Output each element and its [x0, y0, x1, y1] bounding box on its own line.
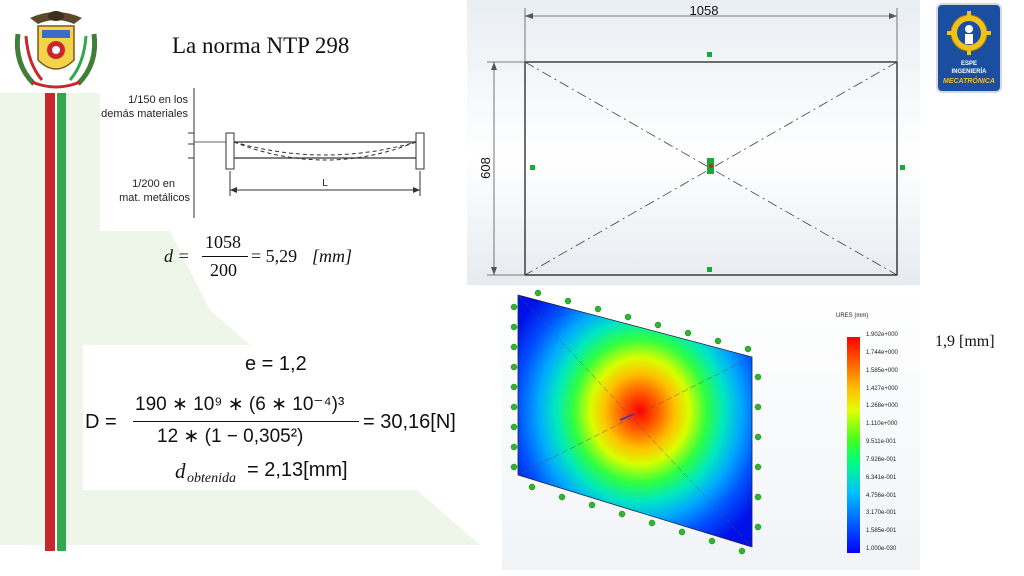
legend-title: URES (mm) [836, 313, 869, 319]
legend-value: 7.926e-001 [866, 456, 897, 463]
label-metallic-line1: 1/200 en [132, 178, 175, 190]
formula1-unit: [mm] [312, 246, 353, 266]
load-arrow-icon [619, 413, 635, 421]
university-crest-icon [14, 11, 98, 89]
deflection-beam-drawing: L [188, 88, 425, 218]
legend-colorbar [847, 337, 860, 553]
formula1-lhs: d = [164, 246, 190, 266]
legend-value: 6.341e-001 [866, 474, 897, 481]
logo-text-mecatronica: MECATRÓNICA [943, 78, 995, 85]
formula2-d-subscript: obtenida [187, 471, 236, 486]
label-metallic-line2: mat. metálicos [119, 192, 190, 204]
legend-value: 1.268e+000 [866, 403, 898, 410]
legend-value: 4.756e-001 [866, 492, 897, 499]
formula1-numerator: 1058 [205, 232, 241, 252]
constraint-marker-right [900, 165, 905, 170]
gear-emblem-icon [947, 11, 991, 55]
formula1-fraction-bar [202, 256, 248, 257]
formula2-rhs: = 30,16[N] [363, 411, 456, 433]
label-other-materials-line1: 1/150 en los [128, 94, 188, 106]
max-displacement-label: 1,9 [mm] [935, 333, 995, 350]
formula2-e-line: e = 1,2 [245, 353, 307, 375]
fea-contour-plot [510, 289, 762, 555]
legend-value: 1.000e-030 [866, 546, 897, 552]
green-stripe [57, 93, 66, 551]
cad-height-dimension: 608 [478, 157, 493, 179]
department-logo: ESPE INGENIERÍA MECATRÓNICA [938, 5, 1000, 91]
formula2-fraction-bar [133, 421, 359, 422]
red-stripe [45, 93, 55, 551]
label-other-materials-line2: demás materiales [101, 108, 188, 120]
cad-drawing-panel: 1058 608 [467, 0, 920, 285]
constraint-marker-left [530, 165, 535, 170]
formula2-D-lhs: D = [85, 411, 117, 433]
cad-plate-sketch: 1058 608 [478, 3, 905, 276]
formula1-rhs: = 5,29 [251, 246, 298, 266]
formula1-denominator: 200 [210, 260, 237, 280]
formula-deflection-limit: d = 1058 200 = 5,29 [mm] [150, 229, 360, 285]
cad-width-dimension: 1058 [690, 3, 719, 18]
slide-title: La norma NTP 298 [172, 33, 350, 58]
legend-value: 1.902e+000 [866, 332, 898, 338]
logo-text-espe: ESPE [960, 61, 977, 67]
legend-value: 1.585e+000 [866, 367, 898, 374]
formula2-denominator: 12 ∗ (1 − 0,305²) [157, 426, 304, 447]
legend-value: 1.427e+000 [866, 385, 898, 392]
legend-value: 1.744e+000 [866, 349, 898, 356]
legend-value: 1.585e-001 [866, 528, 897, 535]
formula2-d-rhs: = 2,13[mm] [247, 459, 348, 481]
logo-text-ingenieria: INGENIERÍA [951, 69, 987, 75]
legend-value: 3.170e-001 [866, 510, 897, 517]
fea-displacement-panel: URES (mm) 1.902e+000 1.744e+000 1.585e+000… [502, 285, 920, 570]
deflection-diagram: 1/150 en los demás materiales 1/200 en m… [100, 78, 235, 231]
formula2-d-symbol: d [175, 459, 186, 483]
white-stripe [55, 93, 57, 551]
formula-plate-stiffness: e = 1,2 D = 190 ∗ 10⁹ ∗ (6 ∗ 10⁻⁴)³ 12 ∗… [83, 345, 480, 490]
legend-value: 9.511e-001 [866, 439, 896, 445]
legend-value: 1.110e+000 [866, 421, 898, 428]
constraint-marker-top [707, 52, 712, 57]
formula2-numerator: 190 ∗ 10⁹ ∗ (6 ∗ 10⁻⁴)³ [135, 394, 345, 415]
fixture-markers [510, 289, 762, 555]
span-label: L [322, 178, 328, 189]
constraint-marker-bottom [707, 267, 712, 272]
